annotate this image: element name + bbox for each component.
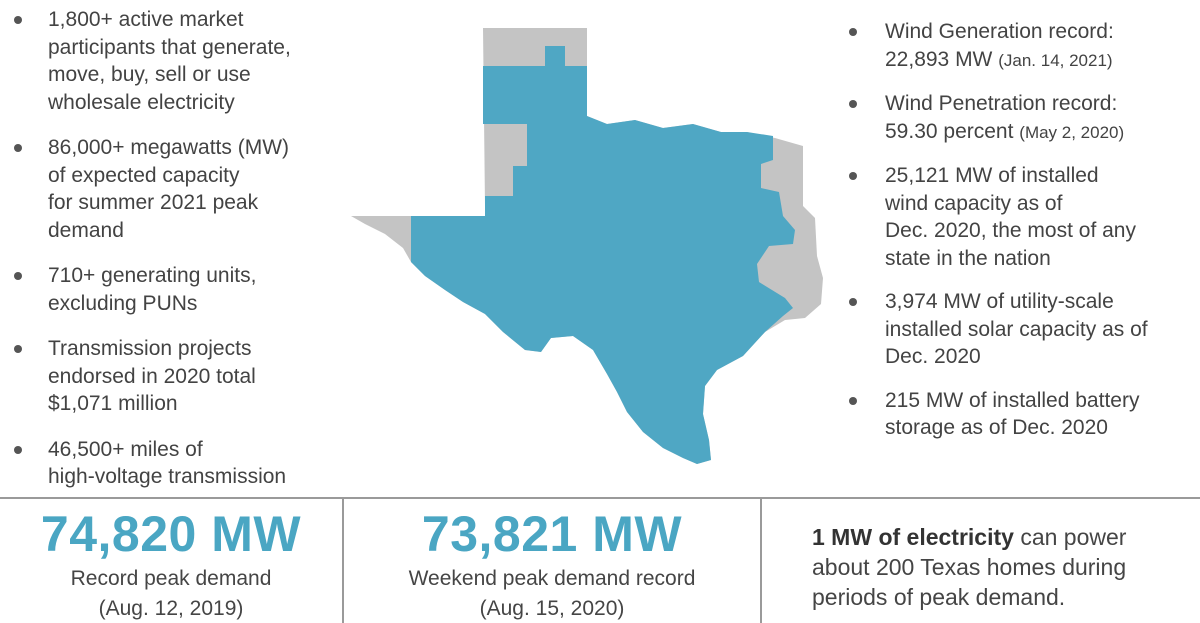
fact-text: 3,974 MW of utility-scale xyxy=(885,290,1114,313)
fact-text: of expected capacity xyxy=(48,163,240,187)
weekend-peak-label: Weekend peak demand record xyxy=(408,567,696,590)
bullet-dot-icon xyxy=(14,272,22,280)
bullet-dot-icon xyxy=(14,445,22,454)
record-peak-label: Record peak demand xyxy=(70,567,272,590)
fact-text: 1,800+ active market xyxy=(48,8,244,31)
fact-item: 46,500+ miles of high-voltage transmissi… xyxy=(14,436,338,491)
bullet-dot-icon xyxy=(14,345,22,353)
fact-text: 710+ generating units, xyxy=(48,264,257,287)
fact-text: Dec. 2020, the most of any xyxy=(885,219,1136,242)
bullet-dot-icon xyxy=(849,172,857,180)
fact-text: excluding PUNs xyxy=(48,291,198,315)
fact-text: endorsed in 2020 total xyxy=(48,364,256,388)
fact-date: (May 2, 2020) xyxy=(1019,122,1125,142)
bullet-dot-icon xyxy=(849,28,857,36)
bullet-dot-icon xyxy=(849,298,857,306)
bullet-dot-icon xyxy=(849,100,857,108)
fact-text: demand xyxy=(48,218,124,242)
mw-homes-note: 1 MW of electricity can power about 200 … xyxy=(812,522,1182,612)
texas-ercot-map xyxy=(351,28,823,464)
bullet-dot-icon xyxy=(14,16,22,24)
fact-text: high-voltage transmission xyxy=(48,465,287,488)
fact-text: Wind Generation record: xyxy=(885,20,1114,43)
fact-text: participants that generate, xyxy=(48,35,291,59)
fact-text: state in the nation xyxy=(885,246,1051,270)
bullet-dot-icon xyxy=(14,144,22,152)
ercot-region xyxy=(411,46,795,464)
fact-date: (Jan. 14, 2021) xyxy=(998,50,1113,70)
fact-text: move, buy, sell or use xyxy=(48,63,251,86)
fact-text: Wind Penetration record: xyxy=(885,92,1118,115)
fact-item: Wind Generation record: 22,893 MW (Jan. … xyxy=(849,18,1185,74)
fact-text: $1,071 million xyxy=(48,392,178,415)
fact-item: 1,800+ active market participants that g… xyxy=(14,6,338,116)
left-fact-list: 1,800+ active market participants that g… xyxy=(14,6,338,509)
record-peak-date: (Aug. 12, 2019) xyxy=(98,597,244,620)
fact-text: 22,893 MW xyxy=(885,47,993,71)
fact-text: 59.30 percent xyxy=(885,119,1014,143)
note-text: can power xyxy=(1013,524,1127,550)
note-text: about 200 Texas homes during xyxy=(812,554,1127,580)
fact-text: 46,500+ miles of xyxy=(48,437,203,461)
bullet-dot-icon xyxy=(849,396,857,405)
fact-item: Wind Penetration record: 59.30 percent (… xyxy=(849,90,1185,146)
weekend-peak-stat: 73,821 MW Weekend peak demand record (Au… xyxy=(344,505,760,623)
note-bold: 1 MW of electricity xyxy=(812,524,1014,550)
fact-item: 710+ generating units, excluding PUNs xyxy=(14,262,338,317)
fact-text: storage as of Dec. 2020 xyxy=(885,416,1108,439)
fact-text: 25,121 MW of installed xyxy=(885,164,1099,187)
fact-text: wind capacity as of xyxy=(885,191,1063,215)
fact-text: 215 MW of installed battery xyxy=(885,388,1140,412)
fact-text: Dec. 2020 xyxy=(885,345,981,368)
vertical-divider xyxy=(760,499,762,623)
fact-text: Transmission projects xyxy=(48,337,252,360)
right-fact-list: Wind Generation record: 22,893 MW (Jan. … xyxy=(849,18,1185,458)
horizontal-divider xyxy=(0,497,1200,499)
weekend-peak-value: 73,821 MW xyxy=(421,506,683,562)
note-text: periods of peak demand. xyxy=(812,584,1066,610)
fact-text: for summer 2021 peak xyxy=(48,191,259,214)
record-peak-stat: 74,820 MW Record peak demand (Aug. 12, 2… xyxy=(0,505,342,623)
fact-item: Transmission projects endorsed in 2020 t… xyxy=(14,335,338,418)
vertical-divider xyxy=(342,499,344,623)
fact-item: 25,121 MW of installed wind capacity as … xyxy=(849,162,1185,272)
fact-text: installed solar capacity as of xyxy=(885,317,1148,341)
fact-item: 86,000+ megawatts (MW) of expected capac… xyxy=(14,134,338,244)
fact-item: 3,974 MW of utility-scale installed sola… xyxy=(849,288,1185,371)
weekend-peak-date: (Aug. 15, 2020) xyxy=(479,597,625,620)
fact-item: 215 MW of installed battery storage as o… xyxy=(849,387,1185,442)
record-peak-value: 74,820 MW xyxy=(40,506,302,562)
fact-text: wholesale electricity xyxy=(48,90,235,114)
fact-text: 86,000+ megawatts (MW) xyxy=(48,136,290,159)
